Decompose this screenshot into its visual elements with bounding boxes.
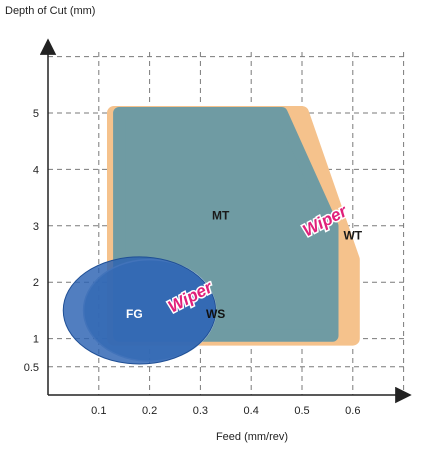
y-tick-label: 3 — [33, 221, 39, 233]
y-tick-label: 1 — [33, 334, 39, 346]
x-tick-label: 0.1 — [91, 405, 106, 417]
y-tick-label: 2 — [33, 277, 39, 289]
regions — [62, 106, 360, 365]
region-label-fg: FG — [126, 307, 143, 321]
y-axis-label: Depth of Cut (mm) — [5, 5, 95, 17]
x-tick-label: 0.3 — [193, 405, 208, 417]
axes: 0.1 0.2 0.3 0.4 0.5 0.6 0.5 1 2 3 4 5 — [24, 38, 412, 417]
x-tick-label: 0.4 — [244, 405, 259, 417]
region-label-wt: WT — [343, 228, 362, 242]
region-fg — [62, 256, 217, 365]
region-label-mt: MT — [212, 209, 230, 223]
region-label-ws: WS — [206, 307, 225, 321]
y-tick-label: 4 — [33, 164, 39, 176]
y-tick-label: 5 — [33, 108, 39, 120]
x-axis-label: Feed (mm/rev) — [216, 431, 288, 443]
x-tick-label: 0.5 — [294, 405, 309, 417]
x-tick-label: 0.2 — [142, 405, 157, 417]
x-tick-label: 0.6 — [345, 405, 360, 417]
y-tick-label: 0.5 — [24, 362, 39, 374]
